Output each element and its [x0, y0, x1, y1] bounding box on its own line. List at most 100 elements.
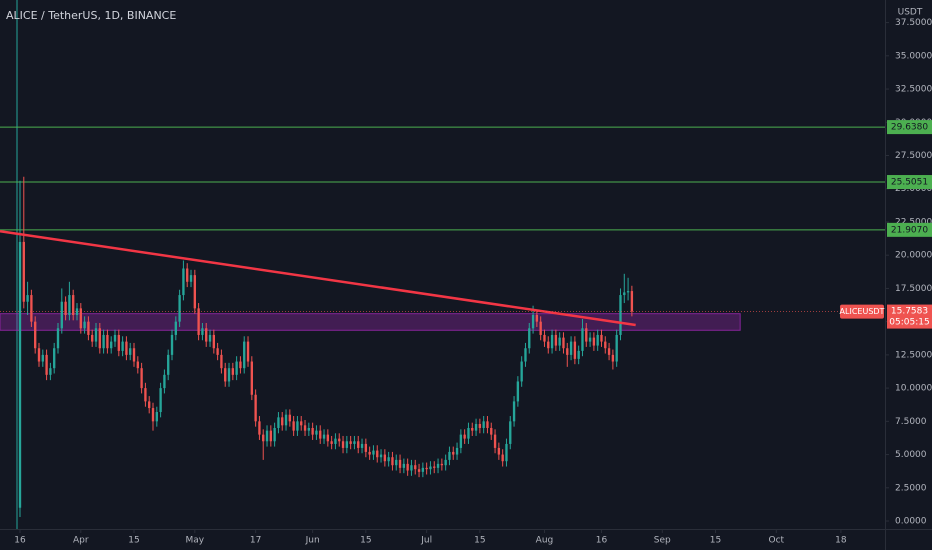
candle-body — [300, 421, 303, 426]
candle-body — [49, 368, 52, 375]
candle-body — [539, 321, 542, 335]
candle-body — [474, 423, 478, 431]
last-price-box — [887, 304, 932, 329]
candle-body — [235, 361, 238, 375]
level-label-box — [887, 175, 932, 190]
candle-body — [148, 401, 151, 409]
candle-body — [569, 341, 573, 355]
candle-body — [136, 361, 139, 369]
candle-body — [326, 434, 330, 442]
x-tick-label: Sep — [654, 536, 671, 546]
candle-body — [26, 295, 29, 302]
y-tick-label: 10.0000 — [895, 384, 932, 394]
candle-body — [72, 295, 75, 316]
candle-body — [37, 348, 41, 362]
candle-body — [159, 388, 162, 413]
y-tick-label: 25.0000 — [895, 184, 932, 194]
candle-body — [338, 438, 341, 442]
candle-body — [94, 328, 98, 342]
candle-body — [588, 337, 592, 342]
candle-body — [501, 454, 504, 462]
candle-body — [604, 341, 607, 349]
candle-body — [83, 321, 86, 329]
candle-body — [75, 308, 79, 316]
candle-body — [360, 443, 364, 448]
candle-body — [239, 361, 242, 369]
candle-body — [288, 414, 292, 422]
candle-body — [406, 463, 409, 471]
candle-body — [535, 315, 539, 322]
candle-body — [505, 443, 508, 462]
y-tick-label: 20.0000 — [895, 251, 932, 261]
candle-body — [193, 275, 196, 309]
candle-body — [265, 430, 269, 442]
candle-body — [577, 350, 580, 359]
candle-body — [45, 354, 48, 375]
candle-body — [459, 434, 463, 448]
candle-body — [121, 341, 124, 351]
candle-body — [227, 368, 231, 382]
candle-body — [224, 368, 227, 382]
candle-body — [558, 337, 561, 346]
x-tick-label: Jun — [305, 536, 320, 546]
candle-body — [319, 430, 322, 439]
candle-body — [155, 412, 158, 422]
candle-body — [402, 463, 406, 468]
y-tick-label: 2.5000 — [895, 483, 927, 493]
candle-body — [182, 268, 185, 296]
candle-body — [600, 334, 603, 342]
candle-body — [440, 463, 444, 466]
candle-body — [167, 354, 170, 375]
candle-body — [398, 459, 402, 468]
x-tick-label: 17 — [250, 536, 261, 546]
candle-body — [516, 381, 520, 402]
candle-body — [554, 334, 558, 346]
candle-body — [110, 341, 113, 349]
candle-body — [186, 268, 189, 282]
candle-body — [345, 441, 349, 448]
candle-body — [482, 421, 485, 428]
candle-body — [205, 328, 208, 342]
trendline — [0, 230, 636, 327]
candle-body — [315, 430, 318, 435]
candle-body — [129, 348, 132, 355]
candle-body — [189, 275, 193, 282]
candle-body — [626, 291, 630, 293]
level-label: 29.6380 — [891, 123, 928, 133]
candle-body — [144, 388, 147, 402]
candle-body — [630, 291, 634, 312]
y-tick-label: 7.5000 — [895, 417, 927, 427]
candle-body — [140, 368, 143, 389]
candle-body — [322, 434, 326, 439]
candle-body — [421, 467, 425, 472]
candle-body — [566, 348, 569, 355]
candle-body — [490, 427, 493, 435]
level-label-box — [887, 120, 932, 135]
y-axis-label: USDT — [898, 8, 923, 18]
candle-body — [444, 459, 447, 466]
candle-body — [41, 354, 44, 362]
candle-body — [585, 328, 588, 342]
candle-body — [463, 434, 466, 439]
candle-body — [53, 348, 56, 369]
candle-body — [163, 374, 166, 389]
candle-body — [528, 328, 531, 349]
candle-body — [284, 414, 288, 426]
candle-body — [414, 465, 417, 470]
candle-body — [509, 421, 512, 444]
candle-body — [611, 354, 615, 362]
x-tick-label: 16 — [14, 536, 26, 546]
candle-body — [106, 334, 109, 349]
candle-body — [448, 451, 451, 460]
candle-body — [250, 361, 254, 395]
candle-body — [30, 295, 33, 322]
countdown-label: 05:05:15 — [889, 318, 929, 328]
candle-body — [113, 334, 117, 342]
candle-body — [471, 427, 474, 431]
candle-body — [125, 341, 128, 355]
candle-body — [497, 447, 501, 455]
x-tick-label: 15 — [128, 536, 139, 546]
y-tick-label: 27.5000 — [895, 151, 932, 161]
x-tick-label: 15 — [360, 536, 371, 546]
